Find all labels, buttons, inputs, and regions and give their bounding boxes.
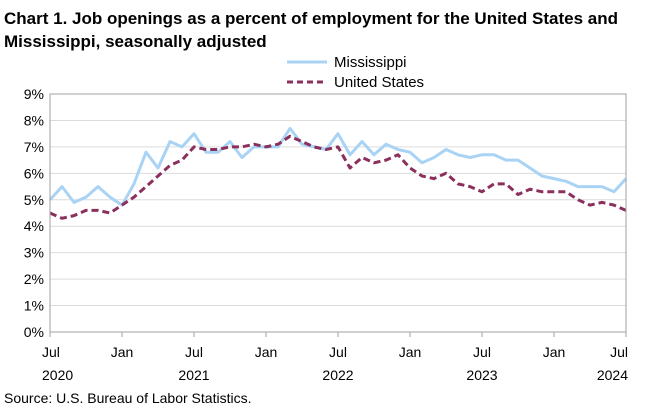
source-note: Source: U.S. Bureau of Labor Statistics. <box>4 390 251 406</box>
x-tick-month: Jul <box>329 344 347 360</box>
x-tick-month: Jul <box>185 344 203 360</box>
x-tick-month: Jan <box>255 344 278 360</box>
y-axis-ticks: 0% 1% 2% 3% 4% 5% 6% 7% 8% 9% <box>24 86 44 340</box>
y-tick-label: 8% <box>24 112 44 128</box>
x-tick-month: Jul <box>610 344 628 360</box>
y-tick-label: 2% <box>24 271 44 287</box>
x-tick-year: 2022 <box>322 367 353 383</box>
series-lines <box>48 126 628 220</box>
x-tick-month: Jan <box>543 344 566 360</box>
y-tick-label: 7% <box>24 139 44 155</box>
x-tick-month: Jan <box>399 344 422 360</box>
y-tick-label: 9% <box>24 86 44 102</box>
x-tick-month: Jan <box>111 344 134 360</box>
y-tick-label: 4% <box>24 218 44 234</box>
legend-label-mississippi: Mississippi <box>334 54 407 71</box>
series-line-mississippi <box>48 126 628 207</box>
x-tick-year: 2023 <box>466 367 497 383</box>
x-tick-year: 2024 <box>597 367 628 383</box>
legend: Mississippi United States <box>287 54 424 91</box>
x-tick-month: Jul <box>473 344 491 360</box>
legend-label-united-states: United States <box>334 74 424 91</box>
chart-title: Chart 1. Job openings as a percent of em… <box>4 9 618 51</box>
y-tick-label: 6% <box>24 165 44 181</box>
x-axis-ticks: Jul 2020 Jan Jul 2021 Jan Jul 2022 Jan Jul 2023 Jan… <box>42 332 628 383</box>
y-tick-label: 1% <box>24 298 44 314</box>
y-tick-label: 0% <box>24 324 44 340</box>
y-tick-label: 3% <box>24 245 44 261</box>
series-line-united-states <box>49 134 627 220</box>
x-tick-year: 2020 <box>42 367 73 383</box>
y-tick-label: 5% <box>24 192 44 208</box>
x-tick-month: Jul <box>42 344 60 360</box>
x-tick-year: 2021 <box>178 367 209 383</box>
plot-area-border <box>49 93 627 333</box>
gridlines <box>50 93 626 333</box>
